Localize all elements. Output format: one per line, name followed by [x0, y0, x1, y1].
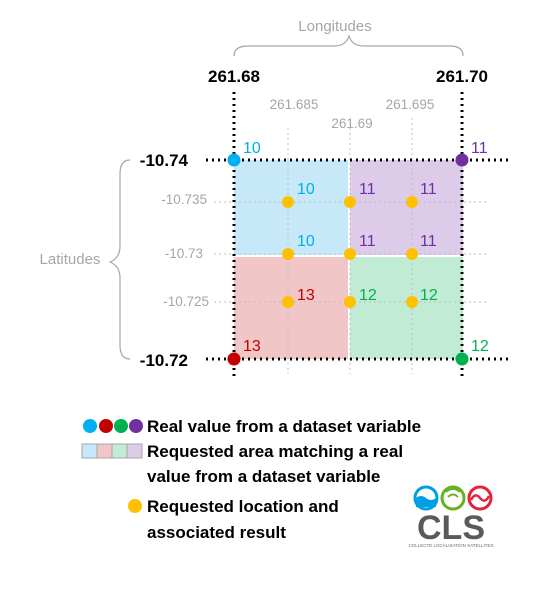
legend-area-label: Requested area matching a real [147, 442, 403, 461]
corner-value-top-right: 11 [471, 140, 488, 157]
lat-minor-label: -10.73 [165, 246, 203, 261]
requested-point [282, 248, 294, 260]
corner-point-red [227, 352, 241, 366]
lon-major-label: 261.68 [208, 67, 260, 86]
area-green [349, 256, 463, 359]
requested-point [282, 196, 294, 208]
requested-point [406, 248, 418, 260]
lon-minor-label: 261.69 [331, 116, 372, 131]
lat-major-label: -10.74 [140, 151, 189, 170]
lat-minor-label: -10.725 [163, 294, 209, 309]
requested-value: 13 [297, 287, 315, 304]
legend-area-swatch-green [111, 443, 128, 459]
legend: Real value from a dataset variable Reque… [81, 417, 421, 542]
lat-major-label: -10.72 [140, 351, 188, 370]
corner-value-bottom-right: 12 [471, 338, 489, 355]
requested-point [406, 296, 418, 308]
legend-area-swatch-red [96, 443, 113, 459]
requested-value: 10 [297, 181, 315, 198]
latitudes-brace [108, 159, 131, 360]
lon-minor-label: 261.695 [386, 97, 435, 112]
cls-logo-name: CLS [417, 509, 485, 547]
cls-logo: CLS COLLECTE LOCALISATION SATELLITES [408, 485, 494, 548]
legend-requested-label: Requested location and [147, 497, 339, 516]
cls-logo-emblem-blue [413, 485, 439, 511]
requested-value: 11 [420, 181, 437, 198]
cls-logo-emblem-green [440, 485, 466, 511]
longitudes-brace [233, 33, 464, 57]
lon-major-label: 261.70 [436, 67, 488, 86]
requested-point [282, 296, 294, 308]
legend-swatch-green [114, 419, 128, 433]
corner-value-top-left: 10 [243, 140, 261, 157]
cls-logo-tagline: COLLECTE LOCALISATION SATELLITES [408, 543, 493, 548]
legend-swatch-red [99, 419, 113, 433]
legend-real-value-label: Real value from a dataset variable [147, 417, 421, 436]
requested-value: 11 [420, 233, 437, 250]
requested-point [344, 248, 356, 260]
requested-value: 12 [359, 287, 377, 304]
lon-minor-label: 261.685 [270, 97, 319, 112]
requested-value: 10 [297, 233, 315, 250]
corner-point-green [455, 352, 469, 366]
legend-swatch-blue [83, 419, 97, 433]
corner-value-bottom-left: 13 [243, 338, 261, 355]
requested-value: 11 [359, 181, 376, 198]
area-red [234, 256, 349, 359]
lat-minor-label: -10.735 [161, 192, 207, 207]
legend-swatch-purple [129, 419, 143, 433]
legend-area-swatch-purple [126, 443, 143, 459]
requested-point [406, 196, 418, 208]
longitudes-title: Longitudes [298, 18, 371, 35]
requested-value: 12 [420, 287, 438, 304]
corner-point-blue [227, 153, 241, 167]
requested-value: 11 [359, 233, 376, 250]
requested-point [344, 296, 356, 308]
area-blue [234, 160, 349, 256]
requested-point [344, 196, 356, 208]
legend-requested-swatch [128, 499, 142, 513]
legend-requested-label: associated result [147, 523, 286, 542]
legend-area-label: value from a dataset variable [147, 467, 380, 486]
latitudes-title: Latitudes [40, 251, 101, 268]
area-purple [349, 160, 463, 256]
requested-points [282, 196, 418, 308]
legend-area-swatch-blue [81, 443, 98, 459]
cls-logo-emblem-red [467, 485, 493, 511]
corner-point-purple [455, 153, 469, 167]
